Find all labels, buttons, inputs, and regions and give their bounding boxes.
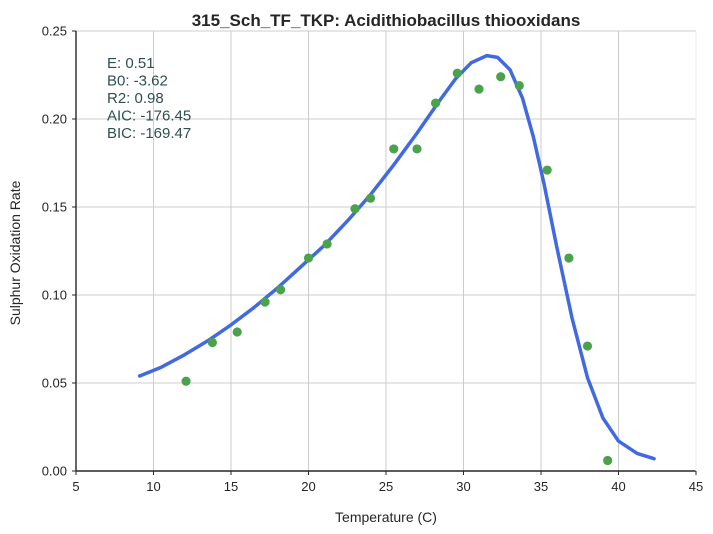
fit-curve: [137, 53, 656, 461]
y-tick-label: 0.20: [42, 112, 67, 127]
data-point: [514, 80, 524, 91]
data-point: [181, 376, 191, 386]
data-point: [350, 204, 360, 214]
stat-line: E: 0.51: [107, 55, 155, 72]
data-point: [412, 144, 422, 154]
data-point: [542, 165, 552, 175]
data-point: [365, 193, 376, 203]
stat-line: R2: 0.98: [107, 90, 164, 107]
series: [137, 53, 656, 466]
x-tick-label: 35: [534, 479, 548, 494]
y-tick-label: 0.00: [42, 464, 67, 479]
chart-title: 315_Sch_TF_TKP: Acidithiobacillus thioox…: [192, 11, 581, 30]
stat-line: B0: -3.62: [107, 73, 168, 90]
data-point: [452, 68, 462, 78]
data-point: [260, 297, 270, 307]
x-tick-label: 30: [456, 479, 470, 494]
data-point: [474, 84, 484, 94]
data-point: [603, 455, 613, 466]
data-point: [496, 72, 506, 82]
grid: [75, 30, 697, 472]
data-point: [582, 341, 593, 351]
x-tick-label: 10: [146, 479, 160, 494]
stat-line: BIC: -169.47: [107, 125, 191, 142]
x-tick-label: 15: [224, 479, 238, 494]
x-tick-label: 45: [689, 479, 703, 494]
y-tick-label: 0.15: [42, 200, 67, 215]
x-tick-label: 40: [611, 479, 625, 494]
data-point: [389, 144, 399, 154]
y-tick-label: 0.25: [42, 24, 67, 39]
data-point: [431, 98, 441, 108]
y-tick-label: 0.10: [42, 288, 67, 303]
y-tick-label: 0.05: [42, 376, 67, 391]
data-point: [207, 337, 217, 348]
stat-line: AIC: -176.45: [107, 108, 191, 125]
data-point: [276, 285, 286, 295]
y-axis-label: Sulphur Oxidation Rate: [7, 180, 23, 325]
data-point: [322, 239, 332, 249]
ticks: 5 10 15 20 25 30 35 40 45 0.00 0.05 0.10 0.15 0.20 0.2…: [42, 24, 704, 495]
x-tick-label: 20: [301, 479, 315, 494]
data-point: [564, 253, 574, 263]
x-axis-label: Temperature (C): [335, 509, 437, 525]
data-point: [303, 253, 314, 263]
x-tick-label: 25: [379, 479, 393, 494]
x-tick-label: 5: [72, 479, 79, 494]
data-point: [232, 327, 242, 337]
